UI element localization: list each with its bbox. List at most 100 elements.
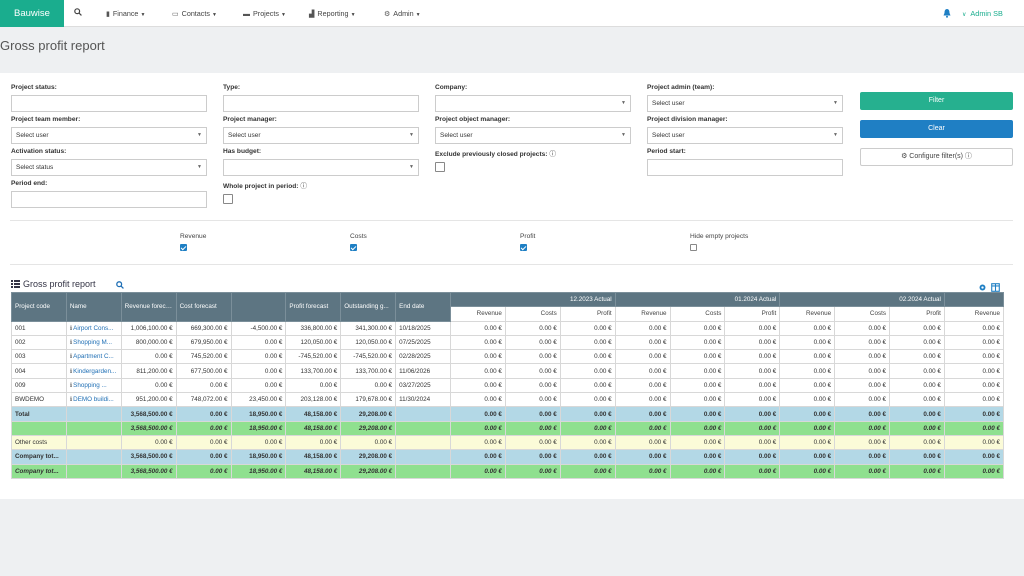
- option-costs-checkbox[interactable]: [350, 244, 357, 251]
- col-unnamed[interactable]: [230, 292, 287, 322]
- cell-period-value: 0.00 €: [669, 434, 726, 451]
- cell-project-name[interactable]: [65, 463, 122, 479]
- search-icon[interactable]: [74, 0, 82, 27]
- period-start-label: Period start:: [647, 148, 686, 155]
- nav-contacts[interactable]: ▭ Contacts ▼: [172, 0, 217, 27]
- info-icon[interactable]: ℹ: [69, 340, 73, 347]
- cell-period-value: 0.00 €: [779, 406, 836, 422]
- cell-project-name[interactable]: [65, 434, 122, 451]
- table-row: BWDEMO ℹDEMO buildi... 951,200.00 €748,072…: [11, 392, 1005, 408]
- nav-projects[interactable]: ▬ Projects ▼: [243, 0, 286, 27]
- cell-value: -745,520.00 €: [340, 349, 397, 365]
- top-navbar: Bauwise ▮ Finance ▼ ▭ Contacts ▼ ▬ Projects ▼ …: [0, 0, 1024, 27]
- project-manager-select[interactable]: Select user ▼: [223, 127, 419, 144]
- help-icon[interactable]: ⓘ: [549, 151, 556, 158]
- cell-project-name[interactable]: ℹApartment C...: [65, 349, 122, 365]
- info-icon[interactable]: ℹ: [69, 325, 73, 332]
- project-division-manager-select[interactable]: Select user ▼: [647, 127, 843, 144]
- search-icon[interactable]: [116, 281, 124, 289]
- bell-icon[interactable]: [942, 8, 952, 18]
- filter-button[interactable]: Filter: [860, 92, 1013, 110]
- has-budget-select[interactable]: ▼: [223, 159, 419, 176]
- cell-project-name[interactable]: ℹKindergarden...: [65, 363, 122, 379]
- project-division-manager-label: Project division manager:: [647, 116, 728, 123]
- option-revenue-checkbox[interactable]: [180, 244, 187, 251]
- help-icon: ⓘ: [962, 153, 972, 160]
- nav-finance[interactable]: ▮ Finance ▼: [106, 0, 145, 27]
- brand-logo[interactable]: Bauwise: [0, 0, 64, 27]
- option-profit-checkbox[interactable]: [520, 244, 527, 251]
- cell-period-value: 0.00 €: [504, 363, 561, 379]
- settings-gear-icon[interactable]: [978, 283, 987, 292]
- nav-reporting[interactable]: ▟ Reporting ▼: [309, 0, 356, 27]
- col-end-date[interactable]: End date: [395, 292, 451, 322]
- col-outstanding[interactable]: Outstanding g...: [340, 292, 397, 322]
- exclude-closed-checkbox[interactable]: [435, 162, 445, 172]
- period-start-input[interactable]: [647, 159, 843, 176]
- company-select[interactable]: ▼: [435, 95, 631, 112]
- project-admin-select[interactable]: Select user ▼: [647, 95, 843, 112]
- project-object-manager-select[interactable]: Select user ▼: [435, 127, 631, 144]
- cell-period-value: 0.00 €: [559, 363, 616, 379]
- type-input[interactable]: [223, 95, 419, 112]
- info-icon[interactable]: ℹ: [69, 397, 73, 404]
- nav-admin[interactable]: ⚙ Admin ▼: [384, 0, 421, 27]
- project-name-link[interactable]: Airport Cons...: [73, 324, 114, 332]
- cell-value: 48,158.00 €: [285, 420, 342, 436]
- cell-period-value: 0.00 €: [779, 334, 836, 351]
- cell-period-value: 0.00 €: [724, 449, 781, 465]
- columns-icon[interactable]: [991, 283, 1000, 292]
- whole-project-checkbox[interactable]: [223, 194, 233, 204]
- activation-status-select[interactable]: Select status ▼: [11, 159, 207, 176]
- cell-period-value: 0.00 €: [614, 449, 671, 465]
- project-name-link[interactable]: Apartment C...: [73, 353, 114, 361]
- cell-value: 0.00 €: [340, 434, 397, 451]
- cell-period-value: 0.00 €: [724, 420, 781, 436]
- clear-button[interactable]: Clear: [860, 120, 1013, 138]
- cell-period-value: 0.00 €: [559, 434, 616, 451]
- user-menu[interactable]: ∨ Admin SB: [962, 0, 1003, 29]
- configure-filters-button[interactable]: ⚙ Configure filter(s) ⓘ: [860, 148, 1013, 166]
- project-status-input[interactable]: [11, 95, 207, 112]
- cell-project-name[interactable]: ℹAirport Cons...: [65, 320, 122, 336]
- cell-end-date: 10/18/2025: [395, 320, 451, 336]
- cell-value: 341,300.00 €: [340, 320, 397, 336]
- cell-period-value: 0.00 €: [779, 392, 836, 408]
- col-profit-forecast[interactable]: Profit forecast: [285, 292, 342, 322]
- help-icon[interactable]: ⓘ: [300, 183, 307, 190]
- project-name-link[interactable]: Kindergarden...: [73, 367, 117, 375]
- cell-value: 3,568,500.00 €: [120, 463, 177, 479]
- cell-value: 0.00 €: [120, 377, 177, 394]
- info-icon[interactable]: ℹ: [69, 382, 73, 389]
- cell-period-value: 0.00 €: [943, 434, 1005, 451]
- project-name-link[interactable]: DEMO buildi...: [73, 396, 114, 404]
- table-row: Total 3,568,500.00 €0.00 €18,950.00 €48,1…: [11, 406, 1005, 422]
- col-project-code[interactable]: Project code: [11, 292, 67, 322]
- cell-project-name[interactable]: [65, 449, 122, 465]
- cell-value: 0.00 €: [175, 377, 232, 394]
- col-cost-forecast[interactable]: Cost forecast: [175, 292, 232, 322]
- cell-project-name[interactable]: ℹShopping ...: [65, 377, 122, 394]
- cell-period-value: 0.00 €: [779, 434, 836, 451]
- info-icon[interactable]: ℹ: [69, 354, 73, 361]
- cell-project-code: 009: [11, 377, 67, 394]
- cell-project-name[interactable]: [65, 420, 122, 436]
- project-name-link[interactable]: Shopping M...: [73, 339, 113, 347]
- cell-project-name[interactable]: [65, 406, 122, 422]
- nav-admin-label: Admin: [393, 9, 414, 18]
- project-team-member-select[interactable]: Select user ▼: [11, 127, 207, 144]
- cell-project-code: Other costs: [11, 434, 67, 451]
- cell-value: 29,208.00 €: [340, 449, 397, 465]
- dropdown-arrow-icon: ▼: [621, 100, 626, 106]
- option-hide-empty-checkbox[interactable]: [690, 244, 697, 251]
- col-revenue-forecast[interactable]: Revenue forecast: [120, 292, 177, 322]
- info-icon[interactable]: ℹ: [69, 368, 73, 375]
- cell-project-code: 002: [11, 334, 67, 351]
- project-name-link[interactable]: Shopping ...: [73, 381, 107, 389]
- cell-project-name[interactable]: ℹShopping M...: [65, 334, 122, 351]
- col-name[interactable]: Name: [65, 292, 122, 322]
- cell-value: 3,568,500.00 €: [120, 406, 177, 422]
- cell-period-value: 0.00 €: [779, 363, 836, 379]
- cell-project-name[interactable]: ℹDEMO buildi...: [65, 392, 122, 408]
- period-end-input[interactable]: [11, 191, 207, 208]
